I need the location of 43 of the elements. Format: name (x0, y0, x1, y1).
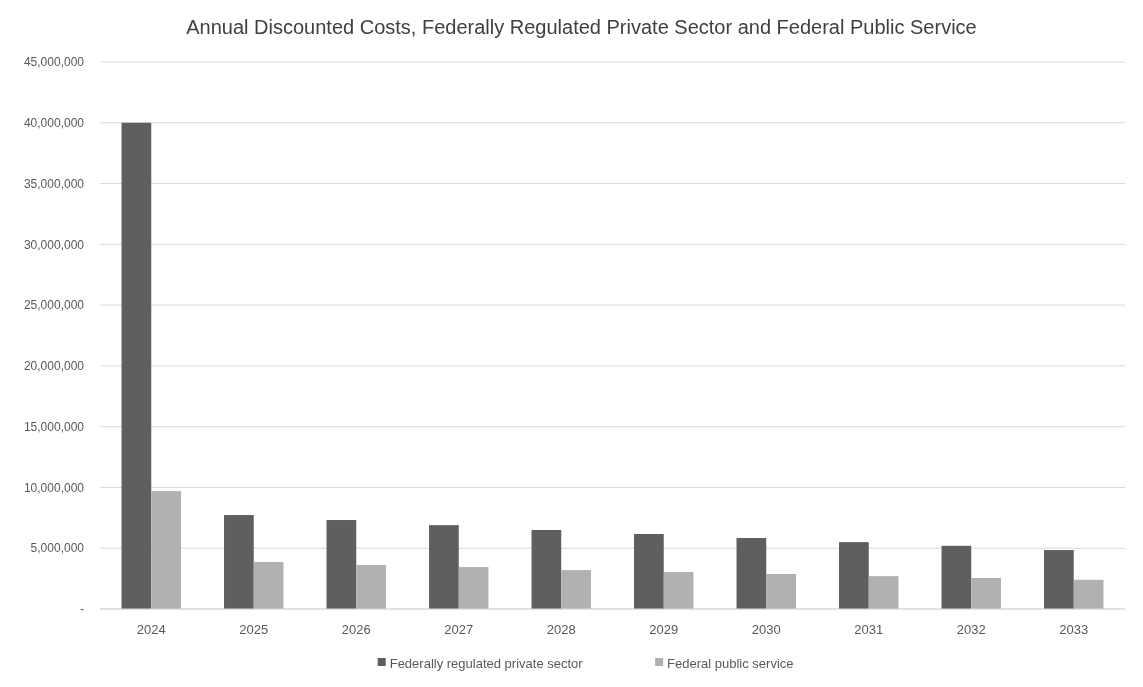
bar (561, 570, 591, 609)
y-tick-label: 15,000,000 (23, 419, 85, 434)
bar (766, 573, 796, 609)
bar (356, 565, 386, 609)
y-tick-label: 40,000,000 (23, 115, 85, 130)
bar (634, 534, 664, 609)
x-tick-label: 2031 (854, 622, 884, 637)
y-tick-label: 30,000,000 (23, 237, 85, 252)
y-tick-label: 45,000,000 (23, 55, 85, 70)
x-tick-label: 2033 (1059, 622, 1089, 637)
bar (941, 545, 972, 609)
bar (121, 122, 152, 609)
y-tick-label: 10,000,000 (23, 480, 85, 495)
x-tick-label: 2030 (751, 622, 781, 637)
bar (971, 578, 1001, 609)
bar (1044, 550, 1074, 609)
y-tick-label: 25,000,000 (23, 298, 85, 313)
x-tick-label: 2024 (136, 622, 166, 637)
y-tick-label: 5,000,000 (30, 541, 85, 556)
chart-title: Annual Discounted Costs, Federally Regulated Private Sector and Federal Public Service (186, 16, 977, 38)
bar (531, 529, 562, 609)
x-tick-label: 2025 (239, 622, 269, 637)
x-tick-label: 2026 (341, 622, 371, 637)
y-tick-label: 20,000,000 (23, 359, 85, 374)
bar (429, 525, 459, 609)
y-tick-label: - (80, 602, 84, 617)
legend-label: Federal public service (667, 655, 794, 671)
y-tick-label: 35,000,000 (23, 176, 85, 191)
x-tick-label: 2028 (546, 622, 576, 637)
bar (151, 491, 181, 609)
bar (326, 520, 357, 609)
x-tick-label: 2027 (444, 622, 474, 637)
bar (839, 542, 869, 609)
bar (868, 576, 899, 609)
bar (736, 538, 767, 609)
bar (253, 561, 284, 609)
bar (663, 572, 694, 609)
bar (1073, 579, 1104, 609)
x-tick-label: 2029 (649, 622, 679, 637)
x-tick-label: 2032 (956, 622, 986, 637)
bar (458, 567, 489, 609)
bar (224, 515, 254, 609)
legend-label: Federally regulated private sector (389, 655, 584, 671)
